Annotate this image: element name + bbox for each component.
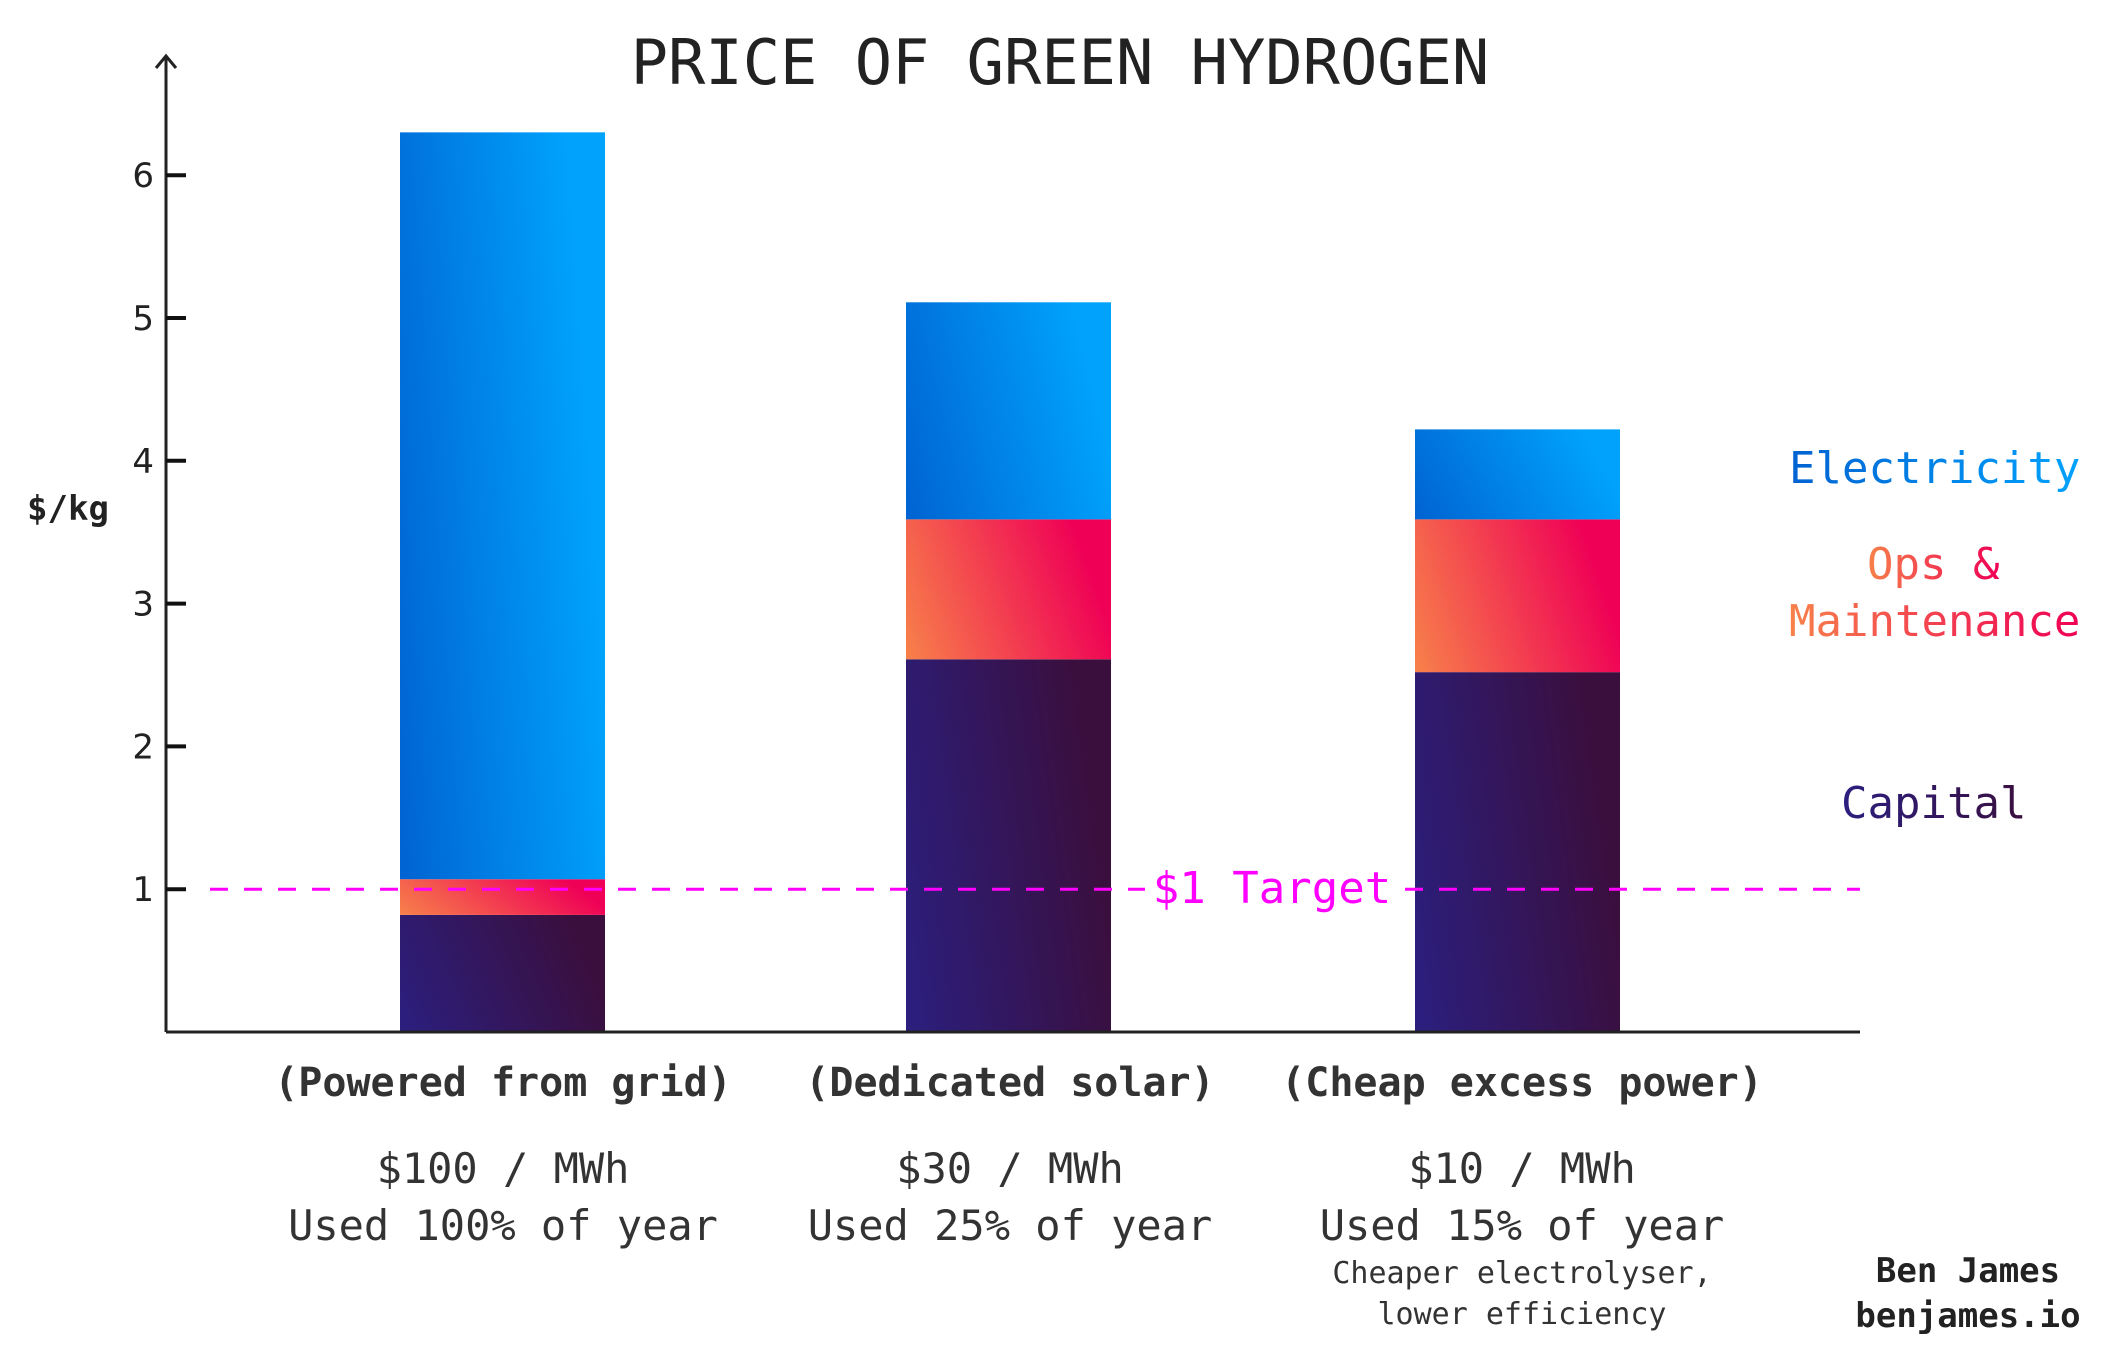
bar-segment-ops-maintenance-0 (400, 879, 605, 915)
bar-segment-electricity-1 (906, 302, 1111, 520)
chart-title: PRICE OF GREEN HYDROGEN (631, 26, 1490, 99)
bar-segment-electricity-2 (1415, 429, 1620, 520)
y-axis-arrow-icon (154, 53, 178, 69)
legend-label-ops-line1: Ops & (1867, 539, 2000, 590)
credit-site: benjames.io (1855, 1296, 2080, 1336)
bar-segment-electricity-0 (400, 132, 605, 880)
category-usage: Used 15% of year (1320, 1201, 1725, 1250)
category-label: (Powered from grid) (274, 1060, 732, 1106)
y-tick-label: 6 (132, 156, 154, 196)
bar-segment-ops-maintenance-1 (906, 519, 1111, 660)
bar-segment-capital-0 (400, 914, 605, 1032)
category-note: lower efficiency (1378, 1297, 1667, 1332)
target-label: $1 Target (1153, 863, 1391, 914)
y-tick-label: 3 (132, 585, 154, 625)
y-tick-label: 4 (132, 442, 154, 482)
y-tick-label: 1 (132, 870, 154, 910)
category-note: Cheaper electrolyser, (1332, 1256, 1711, 1291)
legend-label-electricity: Electricity (1789, 443, 2080, 494)
category-price: $10 / MWh (1408, 1144, 1636, 1193)
credit-name: Ben James (1876, 1251, 2060, 1291)
category-label: (Dedicated solar) (805, 1060, 1214, 1106)
category-label: (Cheap excess power) (1281, 1060, 1763, 1106)
legend-label-ops-line2: Maintenance (1789, 596, 2080, 647)
category-price: $30 / MWh (896, 1144, 1124, 1193)
y-axis-label: $/kg (27, 489, 109, 529)
bar-segment-capital-1 (906, 659, 1111, 1032)
legend-label-capital: Capital (1841, 778, 2026, 829)
category-usage: Used 100% of year (288, 1201, 718, 1250)
category-price: $100 / MWh (377, 1144, 630, 1193)
bar-segment-capital-2 (1415, 672, 1620, 1032)
category-usage: Used 25% of year (808, 1201, 1213, 1250)
y-tick-label: 5 (132, 299, 154, 339)
bar-segment-ops-maintenance-2 (1415, 519, 1620, 673)
y-tick-label: 2 (132, 727, 154, 767)
